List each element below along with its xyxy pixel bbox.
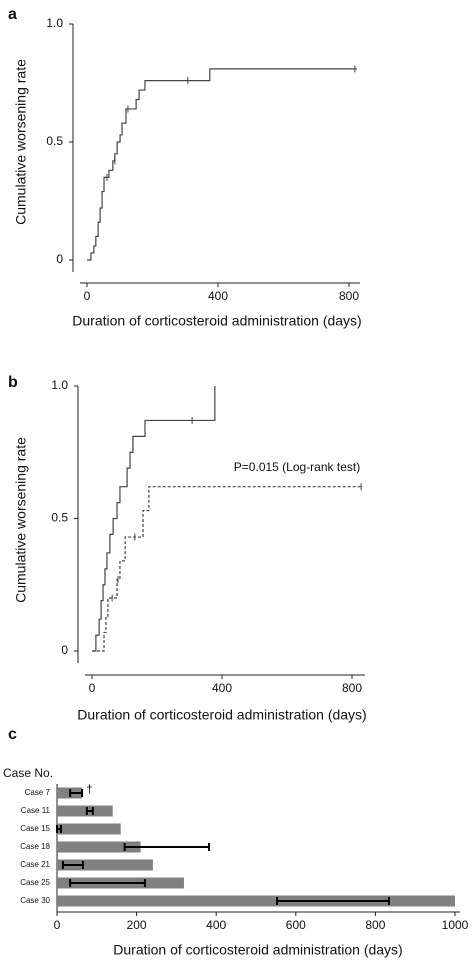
x-tick-label: 0 <box>84 289 91 303</box>
x-tick-label: 800 <box>365 918 385 932</box>
x-tick-label: 400 <box>206 918 226 932</box>
error-bar <box>69 879 146 887</box>
y-tick-label: 0 <box>61 643 68 657</box>
panel-letter: b <box>8 374 18 391</box>
x-tick-label: 400 <box>212 681 232 695</box>
category-label: Case 18 <box>20 842 50 851</box>
y-tick-label: 1.0 <box>51 378 68 392</box>
error-bar <box>85 807 94 815</box>
category-label: Case 25 <box>20 878 50 887</box>
x-axis-label: Duration of corticosteroid administratio… <box>77 707 366 723</box>
category-label: Case 15 <box>20 824 50 833</box>
category-label: Case 7 <box>25 788 51 797</box>
error-bar <box>56 825 62 833</box>
y-tick-label: 0.5 <box>51 511 68 525</box>
y-axis-label: Cumulative worsening rate <box>13 437 29 603</box>
x-tick-label: 600 <box>286 918 306 932</box>
annotation: P=0.015 (Log-rank test) <box>234 460 360 474</box>
bar <box>57 823 121 835</box>
panel-letter: a <box>8 6 17 23</box>
y-tick-label: 0.5 <box>46 134 63 148</box>
category-label: Case 21 <box>20 860 50 869</box>
x-axis-label: Duration of corticosteroid administratio… <box>72 313 361 329</box>
y-tick-label: 0 <box>56 252 63 266</box>
error-bar <box>61 861 84 869</box>
x-tick-label: 1000 <box>442 918 469 932</box>
y-axis-label: Cumulative worsening rate <box>13 59 29 225</box>
x-tick-label: 0 <box>54 918 61 932</box>
x-tick-label: 800 <box>342 681 362 695</box>
x-axis-label: Duration of corticosteroid administratio… <box>113 942 402 958</box>
bar <box>57 895 455 907</box>
annotation: † <box>86 782 93 796</box>
panel-letter: c <box>8 726 17 743</box>
category-label: Case 30 <box>20 896 50 905</box>
x-tick-label: 200 <box>127 918 147 932</box>
error-bar <box>276 897 390 905</box>
x-tick-label: 800 <box>339 289 359 303</box>
category-label: Case 11 <box>21 806 51 815</box>
category-title: Case No. <box>3 766 53 780</box>
error-bar <box>123 843 211 851</box>
survival-curve <box>92 486 364 652</box>
error-bar <box>69 789 84 797</box>
bar <box>57 841 141 853</box>
survival-curve <box>87 68 357 261</box>
survival-curve <box>92 386 216 652</box>
y-tick-label: 1.0 <box>46 16 63 30</box>
x-tick-label: 400 <box>208 289 228 303</box>
bar <box>57 859 153 871</box>
x-tick-label: 0 <box>89 681 96 695</box>
bar <box>57 805 113 817</box>
